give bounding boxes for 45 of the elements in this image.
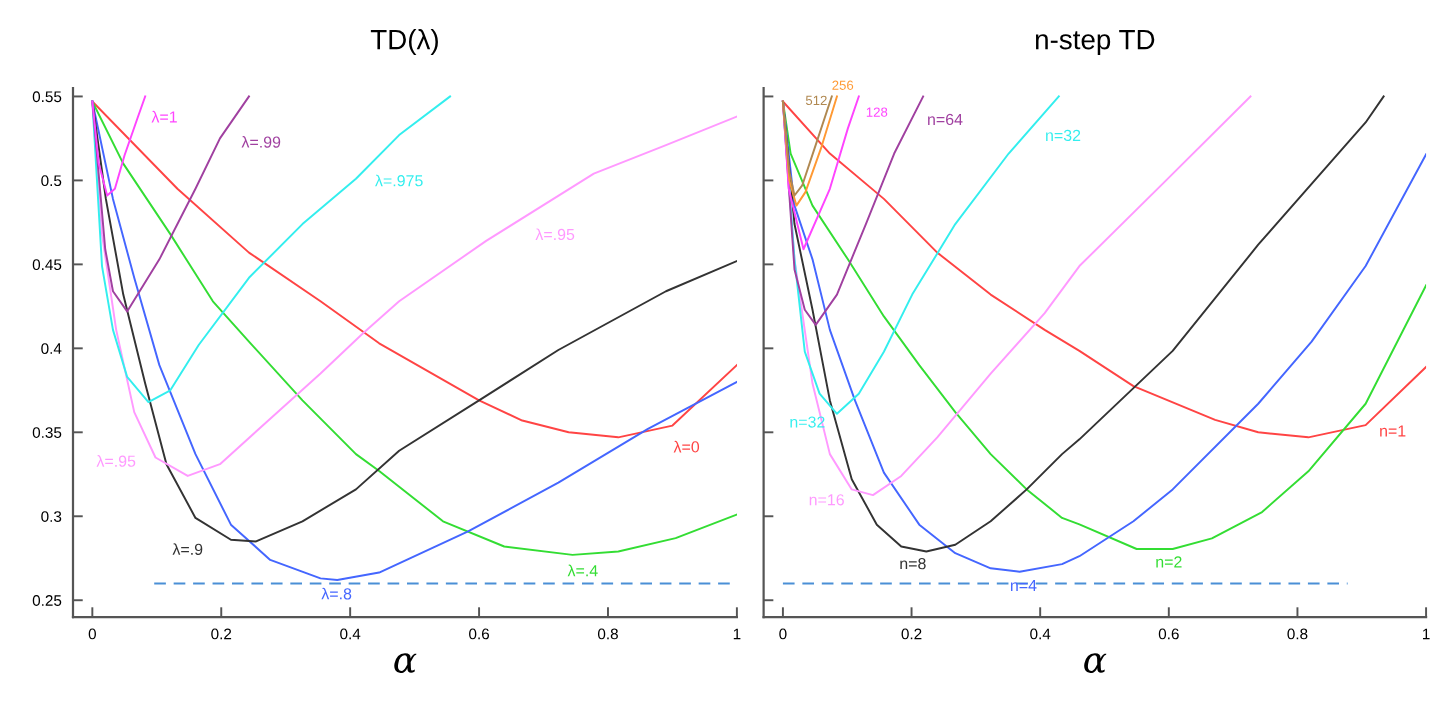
series-label: n=8 [900,557,926,570]
x-tick-label: 1 [1423,628,1430,640]
y-tick-label: 0.45 [32,259,62,271]
y-tick-label: 0.4 [41,343,62,355]
chart-title: n-step TD [1035,30,1155,55]
x-axis-title: α [1084,653,1107,674]
text: n=32 [1046,129,1081,142]
series-label: λ=.975 [375,174,423,187]
series-label: 128 [866,107,888,117]
series-label: n=1 [1380,425,1406,437]
y-tick-label: 0.35 [32,427,62,438]
line-series [91,95,452,404]
x-tick-label: 0 [88,628,96,640]
series-label: n=32 [790,416,825,428]
x-tick-label: 0.8 [1287,628,1308,640]
x-tick-label: 0.6 [469,628,490,640]
series-label: λ=.8 [321,587,352,600]
x-tick-label: 0.2 [901,628,922,640]
y-tick-label: 0.25 [32,595,62,606]
y-tick-label: 0.3 [41,511,62,522]
series-label: 512 [805,95,827,106]
y-tick-label: 0.55 [32,91,62,103]
series-label: n=2 [1156,556,1182,568]
line-series [91,95,147,197]
series-label: λ=.95 [535,228,575,241]
series-label: λ=.4 [567,564,598,577]
x-tick-label: 0.2 [211,628,232,640]
x-tick-label: 0.8 [597,628,618,640]
x-tick-label: 1 [733,628,741,640]
chart-title: TD(λ) [370,29,438,55]
series-label: λ=.99 [241,136,281,148]
text: λ=.95 [96,455,136,467]
x-tick-label: 0.6 [1158,628,1179,640]
series-label: λ=0 [673,440,700,453]
series-label: λ=1 [151,110,177,123]
series-label: n=4 [1010,579,1037,591]
series-label: λ=.9 [172,543,203,555]
series-label: 256 [832,80,854,90]
x-tick-label: 0.4 [340,628,361,640]
series-label: n=16 [809,494,844,506]
series-label: n=64 [928,113,963,126]
x-tick-label: 0 [779,628,787,640]
x-tick-label: 0.4 [1030,628,1051,640]
y-tick-label: 0.5 [41,175,62,187]
x-axis-title: α [394,653,417,674]
